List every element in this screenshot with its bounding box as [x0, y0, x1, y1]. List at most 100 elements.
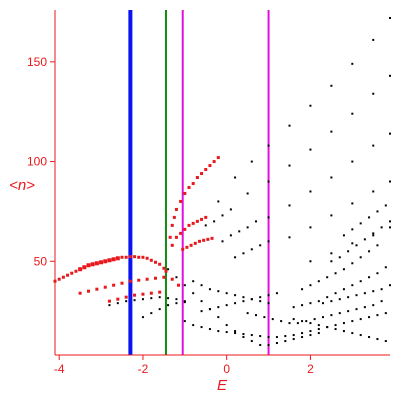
- data-point: [275, 342, 278, 345]
- data-point: [175, 298, 178, 301]
- data-point: [368, 316, 371, 319]
- data-point: [267, 344, 270, 347]
- highlighted-point: [179, 231, 183, 235]
- data-point: [234, 294, 237, 297]
- data-point: [250, 160, 253, 163]
- data-point: [384, 312, 387, 315]
- highlighted-point: [189, 243, 193, 247]
- data-point: [330, 252, 333, 255]
- highlighted-point: [115, 256, 120, 261]
- data-point: [242, 252, 245, 255]
- highlighted-point: [200, 217, 204, 221]
- data-point: [234, 332, 237, 335]
- data-point: [246, 226, 249, 229]
- highlighted-point: [124, 255, 128, 259]
- data-point: [330, 260, 333, 263]
- data-point: [259, 244, 262, 247]
- data-point: [330, 176, 333, 179]
- data-point: [351, 242, 354, 245]
- data-point: [221, 214, 224, 217]
- highlighted-point: [200, 172, 204, 176]
- highlighted-point: [103, 285, 107, 289]
- data-point: [225, 331, 228, 334]
- data-point: [384, 266, 387, 269]
- data-point: [267, 216, 270, 219]
- data-point: [351, 262, 354, 265]
- highlighted-point: [191, 221, 195, 225]
- data-point: [288, 124, 291, 127]
- highlighted-point: [162, 266, 166, 270]
- data-point: [275, 336, 278, 339]
- data-point: [301, 288, 304, 291]
- highlighted-point: [195, 219, 199, 223]
- data-point: [267, 336, 270, 339]
- highlighted-point: [172, 215, 176, 219]
- data-point: [351, 160, 354, 163]
- data-point: [246, 192, 249, 195]
- data-point: [288, 236, 291, 239]
- data-point: [167, 297, 170, 300]
- data-point: [280, 320, 283, 323]
- data-point: [389, 132, 391, 135]
- highlighted-point: [141, 292, 145, 296]
- highlighted-point: [208, 164, 212, 168]
- data-point: [250, 340, 253, 343]
- data-point: [363, 238, 366, 241]
- data-point: [259, 296, 262, 299]
- data-point: [359, 222, 362, 225]
- highlighted-point: [61, 275, 65, 279]
- data-point: [389, 74, 391, 77]
- data-point: [288, 204, 291, 207]
- data-point: [301, 304, 304, 307]
- data-point: [389, 16, 391, 19]
- highlighted-point: [206, 237, 210, 241]
- data-point: [351, 202, 354, 205]
- data-point: [108, 304, 111, 307]
- data-point: [372, 232, 375, 235]
- highlighted-point: [177, 283, 181, 287]
- data-point: [255, 220, 257, 223]
- data-point: [372, 304, 375, 307]
- data-point: [296, 322, 299, 325]
- data-point: [326, 276, 329, 279]
- data-point: [322, 302, 324, 305]
- data-point: [217, 306, 220, 309]
- data-point: [221, 240, 224, 243]
- highlighted-points: [53, 156, 220, 303]
- data-point: [192, 280, 195, 283]
- reference-lines: [128, 10, 270, 355]
- data-point: [376, 272, 379, 275]
- data-point: [313, 318, 316, 321]
- data-point: [368, 276, 371, 279]
- data-point: [255, 314, 257, 317]
- highlighted-point: [86, 263, 91, 268]
- data-point: [246, 312, 249, 315]
- data-point: [125, 300, 128, 303]
- highlighted-point: [154, 260, 157, 264]
- highlighted-point: [137, 278, 141, 282]
- data-point: [368, 216, 371, 219]
- highlighted-point: [107, 299, 111, 303]
- x-tick-label: -2: [138, 362, 149, 376]
- data-point: [267, 302, 270, 305]
- highlighted-point: [128, 279, 132, 283]
- data-point: [284, 340, 287, 343]
- data-point: [242, 300, 245, 303]
- data-point: [330, 130, 333, 133]
- data-point: [376, 210, 379, 213]
- highlighted-point: [158, 262, 162, 266]
- data-point: [376, 244, 379, 247]
- data-point: [342, 268, 345, 271]
- highlighted-point: [70, 271, 74, 275]
- data-point: [389, 220, 391, 223]
- data-point: [326, 326, 329, 329]
- data-point: [347, 250, 350, 253]
- data-point: [292, 334, 295, 337]
- data-point: [334, 272, 337, 275]
- highlighted-point: [183, 191, 187, 195]
- data-point: [301, 332, 304, 335]
- data-point: [158, 296, 161, 299]
- data-point: [229, 234, 232, 237]
- highlighted-point: [183, 227, 187, 231]
- data-point: [380, 300, 383, 303]
